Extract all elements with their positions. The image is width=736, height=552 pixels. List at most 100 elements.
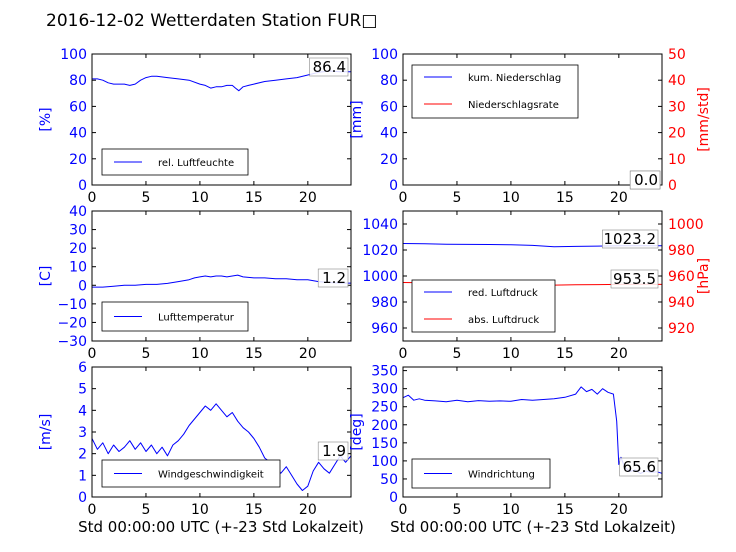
series-line-1 — [92, 70, 352, 92]
y-tick-label: 960 — [371, 321, 398, 337]
subplot-4: 0 5 10 15 20 960 980 1000 1020 1040 920 940 960 980 10… — [362, 210, 712, 362]
plot-frame — [402, 53, 663, 186]
y-tick-label: 10 — [69, 260, 87, 276]
current-value-readout: 1.9 — [322, 442, 346, 460]
y-axis-label: [mm] — [349, 100, 365, 138]
x-tick-label: 5 — [452, 346, 461, 362]
y-tick-label: 20 — [69, 241, 87, 257]
x-tick-label: 10 — [191, 346, 209, 362]
x-tick-label: 5 — [141, 346, 150, 362]
x-tick-label: 5 — [141, 502, 150, 518]
y-tick-label: 0 — [78, 278, 87, 294]
x-axis-label-left: Std 00:00:00 UTC (+-23 Std Lokalzeit) — [78, 518, 364, 536]
y-right-tick-label: 50 — [668, 47, 686, 63]
current-value-readout: 65.6 — [623, 458, 656, 476]
plot-frame — [91, 210, 352, 342]
y-tick-label: 60 — [69, 99, 87, 115]
x-tick-label: 10 — [191, 190, 209, 206]
x-tick-label: 0 — [88, 346, 97, 362]
readout-box — [317, 268, 349, 288]
y-tick-label: 0 — [389, 178, 398, 194]
y-tick-label: 40 — [69, 126, 87, 142]
subplot-3: 0 5 10 15 20 −30 −20 −10 0 10 20 30 40 [C] Lufttempera… — [38, 204, 352, 362]
y-tick-label: 60 — [380, 99, 398, 115]
x-tick-label: 15 — [556, 190, 574, 206]
y-right-tick-label: 30 — [668, 99, 686, 115]
legend-box — [411, 64, 579, 119]
y-right-tick-label: 980 — [668, 243, 695, 259]
x-tick-label: 0 — [88, 502, 97, 518]
y-tick-label: 30 — [69, 223, 87, 239]
readout-box — [610, 269, 659, 289]
y-tick-label: 20 — [69, 152, 87, 168]
y-axis-label: [C] — [38, 266, 54, 287]
x-tick-label: 0 — [399, 502, 408, 518]
x-tick-label: 20 — [299, 502, 317, 518]
figure-title: 2016-12-02 Wetterdaten Station FUR□ — [46, 11, 377, 31]
y-right-tick-label: 940 — [668, 295, 695, 311]
x-tick-label: 5 — [452, 502, 461, 518]
current-value-readout: 1.2 — [322, 269, 346, 287]
y-right-tick-label: 0 — [668, 178, 677, 194]
legend-box — [101, 301, 249, 332]
legend-label: Windrichtung — [468, 470, 535, 481]
y-tick-label: 980 — [371, 295, 398, 311]
readout-box — [602, 229, 659, 249]
y-axis-label: [m/s] — [38, 414, 54, 451]
x-tick-label: 15 — [556, 502, 574, 518]
x-tick-label: 15 — [245, 502, 263, 518]
x-tick-label: 15 — [245, 346, 263, 362]
y-tick-label: −20 — [57, 315, 87, 331]
plot-frame — [402, 366, 663, 498]
x-tick-label: 20 — [610, 190, 628, 206]
x-tick-label: 10 — [502, 502, 520, 518]
plot-frame — [91, 366, 352, 498]
current-value-readout: 86.4 — [313, 58, 346, 76]
y-axis-label: [%] — [38, 107, 54, 131]
y-right-tick-label: 920 — [668, 321, 695, 337]
x-tick-label: 20 — [610, 502, 628, 518]
y-tick-label: 300 — [371, 382, 398, 398]
x-tick-label: 0 — [399, 190, 408, 206]
y-tick-label: 80 — [380, 73, 398, 89]
subplot-2: 0 5 10 15 20 0 20 40 60 80 100 0 10 20 30 40 50 [mm] [mm/s… — [349, 47, 712, 206]
x-tick-label: 0 — [399, 346, 408, 362]
y-tick-label: 5 — [78, 382, 87, 398]
y-tick-label: 100 — [371, 47, 398, 63]
y-tick-label: −30 — [57, 334, 87, 350]
y-tick-label: 1 — [78, 468, 87, 484]
legend-label: Lufttemperatur — [158, 313, 235, 324]
legend-label: Windgeschwindigkeit — [158, 470, 264, 481]
y-tick-label: 150 — [371, 436, 398, 452]
y-tick-label: 0 — [78, 490, 87, 506]
y-tick-label: 1020 — [362, 243, 398, 259]
current-value-readout: 1023.2 — [604, 230, 657, 248]
y-tick-label: 100 — [371, 454, 398, 470]
x-tick-label: 5 — [452, 190, 461, 206]
legend-label: kum. Niederschlag — [468, 73, 561, 84]
y-tick-label: 0 — [78, 178, 87, 194]
y-tick-label: −10 — [57, 297, 87, 313]
y-right-tick-label: 1000 — [668, 217, 704, 233]
y-right-tick-label: 960 — [668, 269, 695, 285]
subplot-6: 0 5 10 15 20050100150200250300350[deg]Windri… — [349, 364, 663, 518]
y-tick-label: 350 — [371, 364, 398, 380]
x-tick-label: 20 — [299, 190, 317, 206]
plot-frame — [402, 210, 663, 342]
readout-box — [309, 57, 349, 77]
legend-label: Niederschlagsrate — [468, 100, 559, 111]
x-tick-label: 10 — [502, 346, 520, 362]
y-tick-label: 6 — [78, 360, 87, 376]
subplot-5: 0 5 10 15 20 0 1 2 3 4 5 6 [m/s] Windgeschwindigkeit 1… — [38, 360, 352, 518]
legend-label: red. Luftdruck — [468, 288, 538, 299]
series-line-1 — [91, 403, 352, 491]
current-value-readout: 0.0 — [634, 171, 658, 189]
x-tick-label: 10 — [502, 190, 520, 206]
series-line-1 — [92, 274, 351, 288]
x-tick-label: 20 — [610, 346, 628, 362]
y-tick-label: 100 — [60, 47, 87, 63]
y-tick-label: 200 — [371, 418, 398, 434]
y-tick-label: 3 — [78, 425, 87, 441]
readout-box — [619, 457, 659, 477]
